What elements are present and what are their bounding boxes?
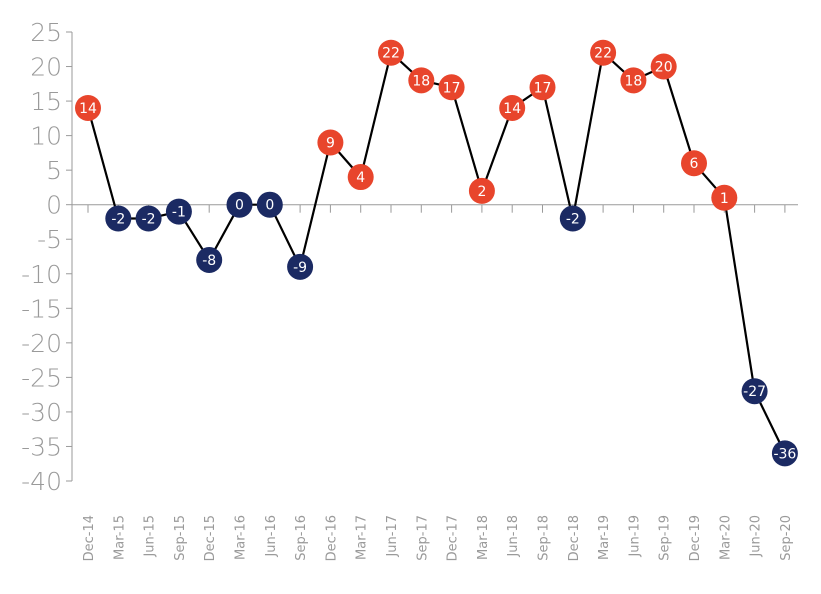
y-tick-label: 25 bbox=[30, 18, 62, 47]
data-label: -27 bbox=[743, 384, 766, 400]
y-tick-label: -20 bbox=[21, 329, 62, 358]
data-label: -8 bbox=[202, 253, 216, 269]
y-tick-label: -25 bbox=[21, 363, 62, 392]
data-label: 14 bbox=[79, 101, 97, 117]
data-point-marker bbox=[347, 164, 374, 191]
y-tick-label: 0 bbox=[46, 191, 62, 220]
x-tick-label: Sep-20 bbox=[779, 515, 794, 561]
x-tick-label: Jun-16 bbox=[264, 515, 279, 558]
data-label: 0 bbox=[265, 198, 274, 214]
data-label: 18 bbox=[624, 73, 642, 89]
data-label: -1 bbox=[172, 205, 186, 221]
data-label: 0 bbox=[235, 198, 244, 214]
data-point-marker bbox=[317, 129, 344, 156]
data-point-marker bbox=[378, 39, 404, 66]
data-point-marker bbox=[135, 205, 162, 232]
series-line-path bbox=[86, 51, 786, 454]
data-label: 18 bbox=[412, 73, 430, 89]
y-tick-label: -5 bbox=[37, 225, 62, 254]
data-label: 4 bbox=[356, 170, 365, 186]
series-line bbox=[86, 51, 786, 454]
x-tick-label: Dec-16 bbox=[324, 515, 339, 561]
data-label: 22 bbox=[594, 46, 612, 62]
x-tick-label: Jun-18 bbox=[506, 515, 521, 558]
data-label: -2 bbox=[111, 212, 125, 228]
x-tick-label: Mar-19 bbox=[597, 515, 612, 560]
y-tick-label: 15 bbox=[30, 87, 62, 116]
data-label: 1 bbox=[720, 191, 729, 207]
data-point-marker bbox=[287, 253, 314, 280]
data-point-marker bbox=[468, 177, 495, 204]
x-tick-label: Sep-15 bbox=[173, 515, 188, 561]
data-label: 2 bbox=[477, 184, 486, 200]
data-label: 9 bbox=[326, 136, 335, 152]
data-point-marker bbox=[620, 67, 647, 94]
data-point-marker bbox=[529, 74, 556, 101]
x-tick-label: Sep-16 bbox=[294, 515, 309, 561]
y-tick-label: -15 bbox=[21, 294, 62, 323]
x-tick-label: Dec-19 bbox=[688, 515, 703, 561]
data-point-marker bbox=[165, 198, 192, 225]
data-point-marker bbox=[256, 191, 283, 218]
y-tick-label: -30 bbox=[21, 398, 62, 427]
data-point-marker bbox=[681, 150, 707, 177]
x-tick-label: Mar-17 bbox=[355, 515, 370, 560]
x-tick-label: Sep-19 bbox=[658, 515, 673, 561]
y-tick-label: -40 bbox=[21, 467, 62, 496]
data-label: -36 bbox=[773, 446, 796, 462]
data-point-marker bbox=[226, 191, 253, 218]
data-label: -9 bbox=[293, 260, 307, 276]
x-tick-label: Dec-17 bbox=[446, 515, 461, 561]
data-point-marker bbox=[711, 184, 738, 211]
data-points: 14 -2 -2 -1 -8 0 0 -9 9 4 22 18 17 2 14 17 -2 22 18 20 6 1 -27… bbox=[75, 39, 798, 467]
data-label: 17 bbox=[534, 80, 552, 96]
data-point-marker bbox=[559, 205, 586, 232]
data-label: 14 bbox=[503, 101, 521, 117]
x-tick-label: Dec-14 bbox=[82, 515, 97, 561]
data-label: -2 bbox=[142, 212, 156, 228]
x-tick-label: Sep-17 bbox=[415, 515, 430, 561]
y-tick-label: 20 bbox=[30, 53, 62, 82]
y-tick-label: 5 bbox=[46, 156, 62, 185]
x-tick-label: Jun-19 bbox=[627, 515, 642, 558]
data-point-marker bbox=[590, 39, 617, 66]
data-point-marker bbox=[741, 378, 768, 405]
x-tick-label: Jun-15 bbox=[143, 515, 158, 558]
y-tick-label: -10 bbox=[21, 260, 62, 289]
data-point-marker bbox=[438, 74, 465, 101]
x-tick-label: Dec-15 bbox=[203, 515, 218, 561]
data-point-marker bbox=[196, 246, 223, 273]
x-tick-label: Mar-20 bbox=[718, 515, 733, 560]
data-point-marker bbox=[771, 440, 798, 467]
data-label: 22 bbox=[382, 46, 400, 62]
x-tick-label: Mar-15 bbox=[112, 515, 127, 560]
data-point-marker bbox=[499, 94, 526, 121]
data-point-marker bbox=[408, 67, 435, 94]
data-label: 20 bbox=[655, 60, 673, 76]
data-label: 6 bbox=[690, 156, 699, 172]
y-tick-label: -35 bbox=[21, 432, 62, 461]
data-label: 17 bbox=[443, 80, 461, 96]
y-tick-label: 10 bbox=[30, 122, 62, 151]
x-tick-label: Dec-18 bbox=[567, 515, 582, 561]
x-tick-label: Mar-18 bbox=[476, 515, 491, 560]
data-point-marker bbox=[105, 205, 132, 232]
data-point-marker bbox=[650, 53, 677, 80]
data-point-marker bbox=[75, 94, 101, 121]
data-label: -2 bbox=[566, 212, 580, 228]
x-tick-label: Jun-20 bbox=[749, 515, 764, 558]
x-tick-label: Jun-17 bbox=[385, 515, 400, 558]
x-tick-label: Mar-16 bbox=[234, 515, 249, 560]
x-tick-label: Sep-18 bbox=[537, 515, 552, 561]
